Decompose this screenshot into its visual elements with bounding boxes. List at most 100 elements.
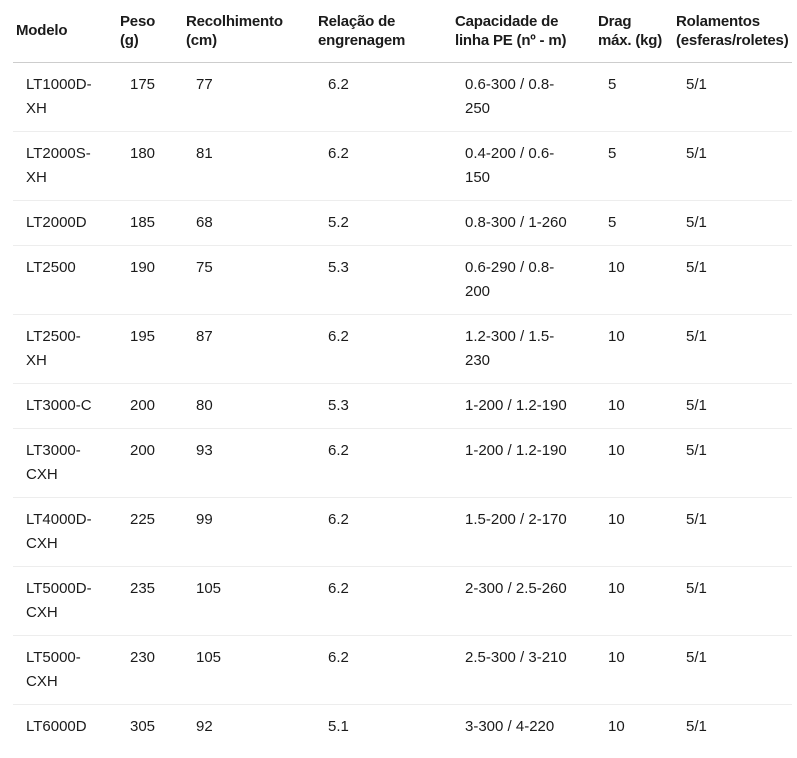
cell-drag: 5 (595, 62, 673, 132)
cell-modelo: LT6000D (26, 718, 87, 735)
cell-recolhimento: 80 (183, 383, 315, 429)
cell-relacao: 5.3 (315, 245, 452, 315)
cell-rolamentos: 5/1 (673, 497, 792, 567)
table-row: LT2000D 185 68 5.2 0.8-300 / 1-260 5 5/1 (13, 200, 792, 246)
table-row: LT5000-CXH 230 105 6.2 2.5-300 / 3-210 1… (13, 635, 792, 705)
cell-capacidade: 0.4-200 / 0.6-150 (452, 131, 595, 201)
cell-modelo: LT4000D-CXH (13, 497, 117, 567)
cell-peso: 185 (117, 200, 183, 246)
cell-relacao: 6.2 (315, 566, 452, 636)
cell-modelo: LT2500-XH (13, 314, 117, 384)
cell-relacao: 6.2 (315, 131, 452, 201)
cell-modelo: LT2000S-XH (13, 131, 117, 201)
cell-peso: 175 (117, 62, 183, 132)
cell-drag: 5 (595, 200, 673, 246)
table-row: LT2000S-XH 180 81 6.2 0.4-200 / 0.6-150 … (13, 131, 792, 201)
cell-modelo: LT5000-CXH (13, 635, 117, 705)
cell-recolhimento: 81 (183, 131, 315, 201)
cell-peso: 235 (117, 566, 183, 636)
cell-modelo: LT3000-C (13, 383, 117, 429)
cell-recolhimento: 75 (183, 245, 315, 315)
table-header: Modelo Peso (g) Recolhimento (cm) Relaçã… (13, 0, 792, 63)
cell-capacidade: 1-200 / 1.2-190 (452, 383, 595, 429)
cell-drag: 10 (595, 245, 673, 315)
cell-modelo: LT2500 (13, 245, 117, 315)
cell-capacidade: 0.6-290 / 0.8-200 (452, 245, 595, 315)
column-header-drag: Drag máx. (kg) (595, 0, 673, 63)
cell-peso: 305 (130, 718, 156, 735)
table-row: LT3000-C 200 80 5.3 1-200 / 1.2-190 10 5… (13, 383, 792, 429)
header-row: Modelo Peso (g) Recolhimento (cm) Relaçã… (13, 0, 792, 63)
cell-capacidade: 1.5-200 / 2-170 (452, 497, 595, 567)
table-row: LT3000-CXH 200 93 6.2 1-200 / 1.2-190 10… (13, 428, 792, 498)
cell-drag: 10 (595, 383, 673, 429)
cell-drag: 10 (595, 497, 673, 567)
cell-drag: 10 (595, 566, 673, 636)
table-row: LT4000D-CXH 225 99 6.2 1.5-200 / 2-170 1… (13, 497, 792, 567)
cell-drag: 10 (595, 428, 673, 498)
cell-modelo: LT2000D (13, 200, 117, 246)
cell-rolamentos: 5/1 (673, 566, 792, 636)
cell-relacao: 6.2 (315, 62, 452, 132)
cell-capacidade: 1-200 / 1.2-190 (452, 428, 595, 498)
column-header-rolamentos: Rolamentos (esferas/roletes) (673, 0, 792, 63)
cell-recolhimento: 99 (183, 497, 315, 567)
cell-relacao: 6.2 (315, 314, 452, 384)
cell-modelo: LT1000D-XH (13, 62, 117, 132)
table-row: LT1000D-XH 175 77 6.2 0.6-300 / 0.8-250 … (13, 62, 792, 132)
cell-rolamentos: 5/1 (673, 200, 792, 246)
table-row: LT5000D-CXH 235 105 6.2 2-300 / 2.5-260 … (13, 566, 792, 636)
cell-capacidade: 2-300 / 2.5-260 (452, 566, 595, 636)
cell-peso: 195 (117, 314, 183, 384)
cell-capacidade: 1.2-300 / 1.5-230 (452, 314, 595, 384)
table-body: LT1000D-XH 175 77 6.2 0.6-300 / 0.8-250 … (13, 62, 792, 750)
column-header-relacao: Relação de engrenagem (315, 0, 452, 63)
cell-relacao: 6.2 (315, 497, 452, 567)
cell-rolamentos: 5/1 (673, 383, 792, 429)
cell-peso: 180 (117, 131, 183, 201)
table-row: LT2500 190 75 5.3 0.6-290 / 0.8-200 10 5… (13, 245, 792, 315)
cell-drag: 5 (595, 131, 673, 201)
cell-recolhimento: 92 (196, 718, 213, 735)
cell-capacidade: 2.5-300 / 3-210 (452, 635, 595, 705)
cell-rolamentos: 5/1 (673, 635, 792, 705)
cell-peso: 190 (117, 245, 183, 315)
cell-recolhimento: 105 (183, 566, 315, 636)
cell-drag: 10 (595, 314, 673, 384)
spec-table: Modelo Peso (g) Recolhimento (cm) Relaçã… (13, 0, 792, 749)
cell-relacao: 5.1 (328, 718, 349, 735)
cell-relacao: 5.2 (315, 200, 452, 246)
cell-rolamentos: 5/1 (673, 428, 792, 498)
cell-capacidade: 3-300 / 4-220 (465, 718, 555, 735)
column-header-recolhimento: Recolhimento (cm) (183, 0, 315, 63)
cell-peso: 200 (117, 428, 183, 498)
cell-relacao: 6.2 (315, 428, 452, 498)
cell-rolamentos: 5/1 (686, 718, 707, 735)
cell-relacao: 6.2 (315, 635, 452, 705)
cell-peso: 230 (117, 635, 183, 705)
cell-recolhimento: 93 (183, 428, 315, 498)
cell-rolamentos: 5/1 (673, 245, 792, 315)
cell-relacao: 5.3 (315, 383, 452, 429)
cell-rolamentos: 5/1 (673, 131, 792, 201)
column-header-modelo: Modelo (13, 0, 117, 63)
table-row: LT2500-XH 195 87 6.2 1.2-300 / 1.5-230 1… (13, 314, 792, 384)
cell-peso: 200 (117, 383, 183, 429)
column-header-peso: Peso (g) (117, 0, 183, 63)
spec-table-container: Modelo Peso (g) Recolhimento (cm) Relaçã… (13, 0, 797, 749)
cell-recolhimento: 77 (183, 62, 315, 132)
cell-recolhimento: 87 (183, 314, 315, 384)
cell-modelo: LT3000-CXH (13, 428, 117, 498)
cell-rolamentos: 5/1 (673, 62, 792, 132)
cell-recolhimento: 68 (183, 200, 315, 246)
cell-peso: 225 (117, 497, 183, 567)
cell-drag: 10 (608, 718, 625, 735)
cell-modelo: LT5000D-CXH (13, 566, 117, 636)
cell-recolhimento: 105 (183, 635, 315, 705)
cell-capacidade: 0.8-300 / 1-260 (452, 200, 595, 246)
cell-rolamentos: 5/1 (673, 314, 792, 384)
cell-drag: 10 (595, 635, 673, 705)
table-row: LT6000D 305 92 5.1 3-300 / 4-220 10 5/1 (13, 705, 792, 750)
column-header-capacidade: Capacidade de linha PE (nº - m) (452, 0, 595, 63)
